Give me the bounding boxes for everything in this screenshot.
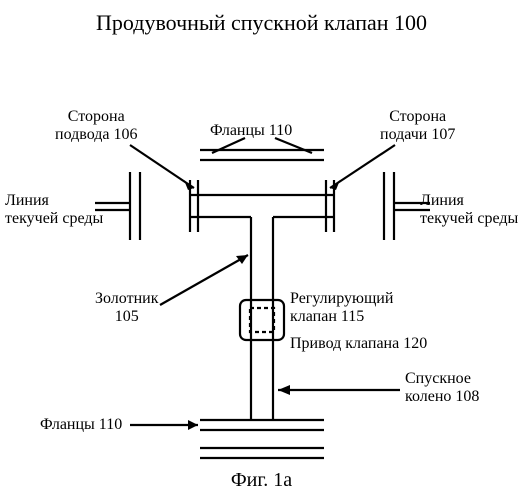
label-reg-valve: Регулирующий клапан 115 bbox=[290, 290, 393, 327]
arr-flanges-bot bbox=[188, 420, 198, 430]
figure-caption: Фиг. 1а bbox=[0, 469, 523, 492]
label-fluid-left: Линия текучей среды bbox=[5, 192, 103, 229]
label-outlet-side: Сторона подачи 107 bbox=[380, 108, 455, 145]
label-drain: Спускное колено 108 bbox=[405, 370, 479, 407]
reg-valve-inner bbox=[250, 308, 274, 332]
ldr-outlet bbox=[330, 145, 395, 188]
label-flanges-top: Фланцы 110 bbox=[210, 122, 292, 140]
label-spool: Золотник 105 bbox=[95, 290, 158, 327]
reg-valve-box bbox=[240, 300, 284, 340]
label-actuator: Привод клапана 120 bbox=[290, 335, 427, 353]
arr-spool bbox=[236, 255, 248, 264]
arr-drain bbox=[278, 385, 290, 395]
label-inlet-side: Сторона подвода 106 bbox=[55, 108, 137, 145]
ldr-spool bbox=[160, 255, 248, 305]
label-fluid-right: Линия текучей среды bbox=[420, 192, 518, 229]
label-flanges-bottom: Фланцы 110 bbox=[40, 416, 122, 434]
